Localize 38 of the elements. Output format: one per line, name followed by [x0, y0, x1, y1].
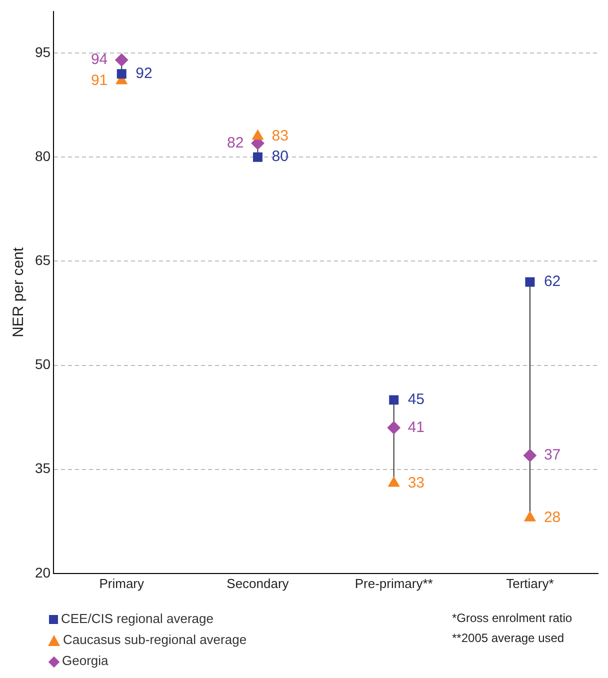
y-tick-label: 80 — [34, 148, 51, 164]
x-tick-label: Pre-primary** — [354, 576, 433, 591]
point — [388, 476, 400, 487]
x-tick-label: Tertiary* — [506, 576, 554, 591]
y-tick-label: 65 — [34, 252, 51, 268]
legend-label: Georgia — [61, 652, 110, 670]
point — [525, 277, 535, 287]
data-label: 37 — [544, 446, 561, 464]
data-label: 92 — [136, 64, 152, 82]
legend-label: CEE/CIS regional average — [60, 610, 214, 628]
data-label: 41 — [408, 418, 425, 436]
y-axis-title: NER per cent — [10, 246, 28, 338]
data-label: 83 — [272, 127, 288, 144]
point — [116, 69, 126, 79]
data-label: 33 — [408, 474, 425, 492]
point — [524, 511, 536, 522]
data-label: 91 — [90, 72, 108, 89]
point — [389, 395, 399, 405]
point — [523, 448, 536, 462]
x-tick-label: Secondary — [226, 576, 290, 591]
point — [115, 53, 128, 66]
y-tick-label: 20 — [34, 564, 51, 580]
data-label: 28 — [544, 509, 561, 526]
text: *Gross enrolment ratio — [452, 610, 572, 627]
point — [252, 130, 264, 140]
data-label: 94 — [90, 51, 108, 68]
legend-label: Caucasus sub-regional average — [62, 631, 247, 649]
text: **2005 average used — [452, 630, 566, 647]
data-label: 62 — [544, 273, 561, 290]
y-tick-label: 50 — [34, 356, 51, 372]
point — [252, 152, 262, 162]
data-label: 80 — [272, 148, 288, 166]
data-label: 82 — [227, 134, 244, 152]
data-label: 45 — [408, 391, 425, 408]
x-tick-label: Primary — [99, 576, 145, 591]
y-tick-label: 95 — [34, 44, 51, 60]
y-tick-label: 35 — [34, 460, 51, 476]
point — [387, 421, 400, 434]
